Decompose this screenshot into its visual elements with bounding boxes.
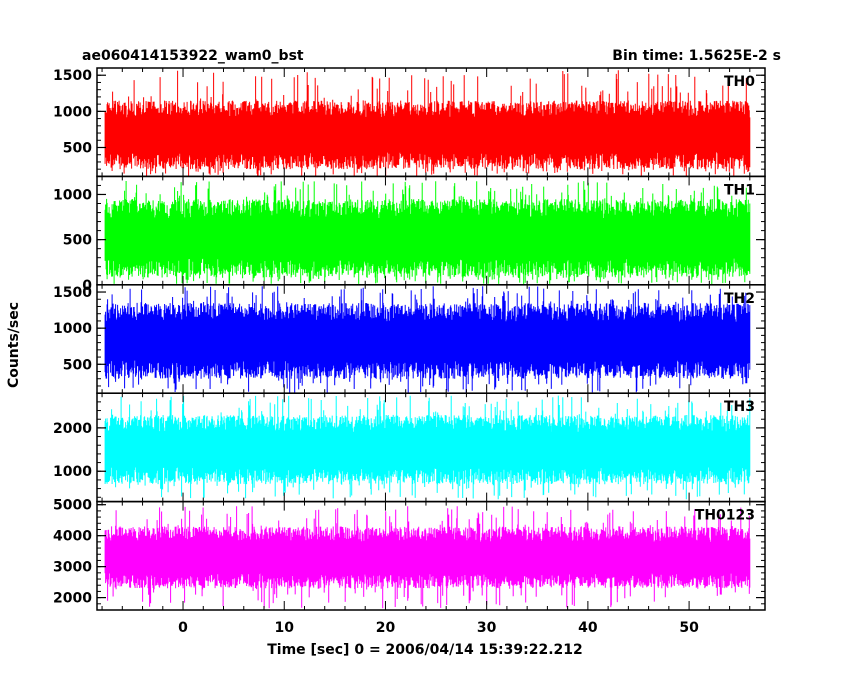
- panel-th1: 0 500 1000 TH1: [53, 175, 766, 294]
- y-tick-label: 0: [82, 278, 92, 294]
- panel-label: TH0: [724, 74, 755, 90]
- x-tick-label: 0: [178, 620, 188, 636]
- trace-th0123: [104, 506, 751, 609]
- y-tick-label: 1500: [53, 68, 92, 84]
- chart-subtitle: Bin time: 1.5625E-2 s: [612, 48, 781, 64]
- y-tick-label: 4000: [53, 529, 92, 545]
- trace-th1: [104, 181, 751, 285]
- panel-th0123: 2000 3000 4000 5000 TH0123: [53, 498, 766, 611]
- trace-th0: [104, 70, 751, 177]
- y-tick-label: 1500: [53, 285, 92, 301]
- trace-th3: [104, 395, 751, 500]
- trace-th2: [104, 286, 751, 394]
- x-tick-label: 40: [578, 620, 598, 636]
- y-tick-label: 1000: [53, 321, 92, 337]
- panel-label: TH1: [724, 182, 755, 198]
- x-axis-label: Time [sec] 0 = 2006/04/14 15:39:22.212: [267, 642, 583, 658]
- x-tick-label: 10: [275, 620, 295, 636]
- y-tick-label: 500: [63, 233, 92, 249]
- panel-frame: [96, 500, 766, 611]
- panel-label: TH0123: [695, 508, 755, 524]
- y-tick-label: 5000: [53, 498, 92, 514]
- y-tick-label: 500: [63, 357, 92, 373]
- y-tick-label: 1000: [53, 187, 92, 203]
- y-tick-label: 1000: [53, 104, 92, 120]
- y-tick-label: 2000: [53, 421, 92, 437]
- y-tick-label: 3000: [53, 560, 92, 576]
- y-axis-label: Counts/sec: [6, 302, 22, 388]
- panel-label: TH2: [724, 291, 755, 307]
- x-tick-label: 20: [376, 620, 396, 636]
- y-tick-label: 2000: [53, 591, 92, 607]
- x-tick-label: 50: [679, 620, 699, 636]
- panel-th2: 500 1000 1500 TH2: [53, 284, 766, 394]
- chart-title: ae060414153922_wam0_bst: [82, 48, 304, 64]
- x-tick-label: 30: [477, 620, 497, 636]
- y-tick-label: 500: [63, 140, 92, 156]
- y-tick-label: 1000: [53, 464, 92, 480]
- panel-th0: 500 1000 1500 TH0: [53, 67, 766, 178]
- panel-label: TH3: [724, 399, 755, 415]
- panel-th3: 1000 2000 TH3: [53, 392, 766, 503]
